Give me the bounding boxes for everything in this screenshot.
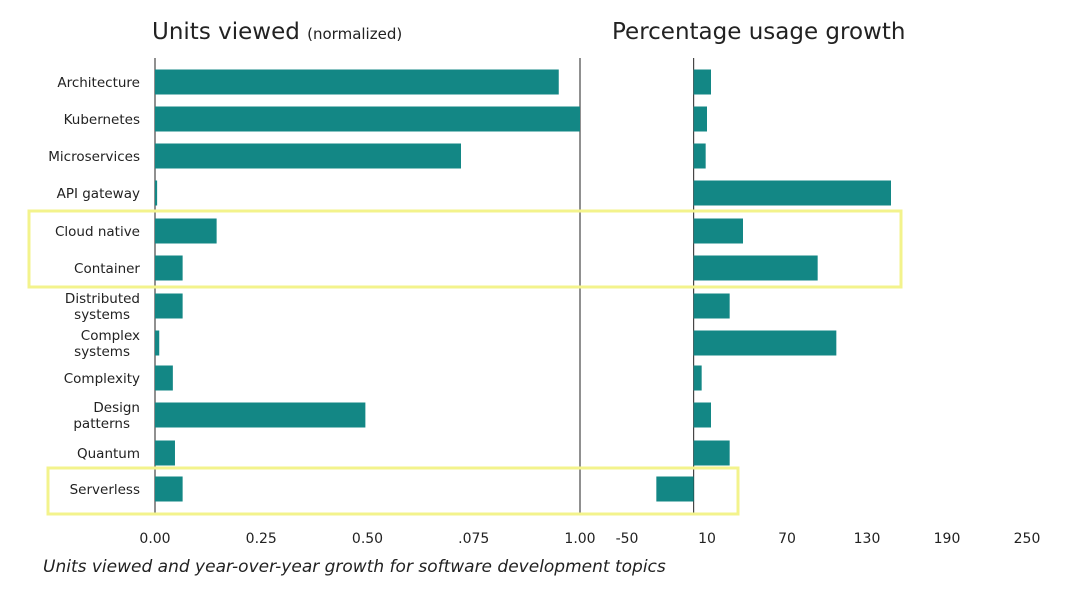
highlight-box-serverless bbox=[46, 466, 740, 516]
left-chart-title-main: Units viewed bbox=[152, 19, 300, 45]
right-tick-label-5: 250 bbox=[1014, 531, 1041, 547]
right-tick-label-3: 130 bbox=[854, 531, 881, 547]
left-bar-9 bbox=[155, 402, 366, 428]
category-label-8: Complexity bbox=[64, 371, 140, 387]
left-tick-label-3: .075 bbox=[458, 531, 489, 547]
highlight-box-cloud-container bbox=[27, 209, 903, 289]
category-label-0: Architecture bbox=[57, 75, 140, 91]
category-label-9: Design patterns bbox=[73, 400, 140, 432]
category-label-3: API gateway bbox=[57, 186, 140, 202]
right-bar-7 bbox=[693, 330, 837, 356]
left-tick-label-2: 0.50 bbox=[352, 531, 383, 547]
right-bar-9 bbox=[693, 402, 711, 428]
right-bar-10 bbox=[693, 440, 730, 466]
figure-caption: Units viewed and year-over-year growth f… bbox=[43, 557, 666, 577]
left-bar-3 bbox=[155, 180, 158, 206]
left-chart-title: Units viewed (normalized) bbox=[152, 19, 402, 45]
category-label-4: Cloud native bbox=[55, 224, 140, 240]
left-bar-7 bbox=[155, 330, 160, 356]
left-bar-0 bbox=[155, 69, 559, 95]
right-bar-0 bbox=[693, 69, 711, 95]
right-bar-5 bbox=[693, 255, 818, 281]
left-tick-label-0: 0.00 bbox=[139, 531, 170, 547]
right-bar-1 bbox=[693, 106, 707, 132]
left-chart-subtitle: (normalized) bbox=[307, 25, 403, 43]
left-bar-10 bbox=[155, 440, 175, 466]
category-label-6: Distributed systems bbox=[65, 291, 140, 323]
right-bar-3 bbox=[693, 180, 891, 206]
right-tick-label-0: -50 bbox=[616, 531, 639, 547]
left-bar-11 bbox=[155, 476, 183, 502]
left-tick-label-1: 0.25 bbox=[246, 531, 277, 547]
right-bar-11 bbox=[656, 476, 694, 502]
left-bar-4 bbox=[155, 218, 217, 244]
category-label-5: Container bbox=[74, 261, 140, 277]
right-tick-label-4: 190 bbox=[934, 531, 961, 547]
right-bar-8 bbox=[693, 365, 702, 391]
right-tick-label-2: 70 bbox=[778, 531, 796, 547]
right-bar-6 bbox=[693, 293, 730, 319]
right-tick-label-1: 10 bbox=[698, 531, 716, 547]
category-label-1: Kubernetes bbox=[64, 112, 140, 128]
category-label-2: Microservices bbox=[48, 149, 140, 165]
left-tick-label-4: 1.00 bbox=[564, 531, 595, 547]
category-label-11: Serverless bbox=[70, 482, 140, 498]
left-bar-6 bbox=[155, 293, 183, 319]
left-bar-2 bbox=[155, 143, 461, 169]
left-bar-5 bbox=[155, 255, 183, 281]
left-bar-1 bbox=[155, 106, 580, 132]
right-chart-title: Percentage usage growth bbox=[612, 19, 906, 45]
left-bar-8 bbox=[155, 365, 173, 391]
right-bar-4 bbox=[693, 218, 743, 244]
category-label-10: Quantum bbox=[77, 446, 140, 462]
right-bar-2 bbox=[693, 143, 706, 169]
category-label-7: Complex systems bbox=[74, 328, 140, 360]
